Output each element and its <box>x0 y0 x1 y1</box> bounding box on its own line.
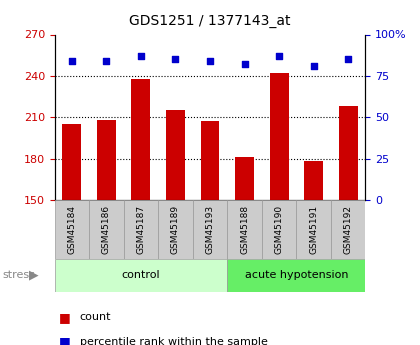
Text: percentile rank within the sample: percentile rank within the sample <box>80 337 268 345</box>
Point <box>276 53 282 59</box>
Bar <box>331 200 365 259</box>
Text: count: count <box>80 313 111 322</box>
Bar <box>55 259 227 292</box>
Bar <box>235 157 254 200</box>
Point <box>207 58 213 64</box>
Bar <box>123 200 158 259</box>
Bar <box>193 200 227 259</box>
Bar <box>55 200 89 259</box>
Bar <box>297 200 331 259</box>
Bar <box>63 124 81 200</box>
Bar <box>200 121 220 200</box>
Bar <box>227 200 262 259</box>
Bar <box>227 259 365 292</box>
Text: GSM45188: GSM45188 <box>240 205 249 254</box>
Bar <box>270 73 289 200</box>
Bar <box>158 200 193 259</box>
Text: GSM45190: GSM45190 <box>275 205 284 254</box>
Text: GSM45187: GSM45187 <box>136 205 145 254</box>
Text: GSM45191: GSM45191 <box>309 205 318 254</box>
Point <box>68 58 75 64</box>
Text: GSM45184: GSM45184 <box>67 205 76 254</box>
Text: ■: ■ <box>59 311 71 324</box>
Text: GSM45189: GSM45189 <box>171 205 180 254</box>
Bar <box>262 200 297 259</box>
Text: GSM45192: GSM45192 <box>344 205 353 254</box>
Text: acute hypotension: acute hypotension <box>244 270 348 280</box>
Text: GSM45186: GSM45186 <box>102 205 111 254</box>
Point <box>138 53 144 59</box>
Text: GDS1251 / 1377143_at: GDS1251 / 1377143_at <box>129 14 291 28</box>
Point <box>103 58 110 64</box>
Bar <box>339 106 357 200</box>
Text: stress: stress <box>2 270 35 280</box>
Point <box>310 63 317 69</box>
Point <box>345 57 352 62</box>
Point <box>241 61 248 67</box>
Text: GSM45193: GSM45193 <box>205 205 215 254</box>
Bar <box>97 120 116 200</box>
Point <box>172 57 179 62</box>
Bar <box>166 110 185 200</box>
Bar <box>304 161 323 200</box>
Text: ■: ■ <box>59 335 71 345</box>
Bar <box>89 200 123 259</box>
Text: control: control <box>122 270 160 280</box>
Text: ▶: ▶ <box>29 269 38 282</box>
Bar <box>131 79 150 200</box>
